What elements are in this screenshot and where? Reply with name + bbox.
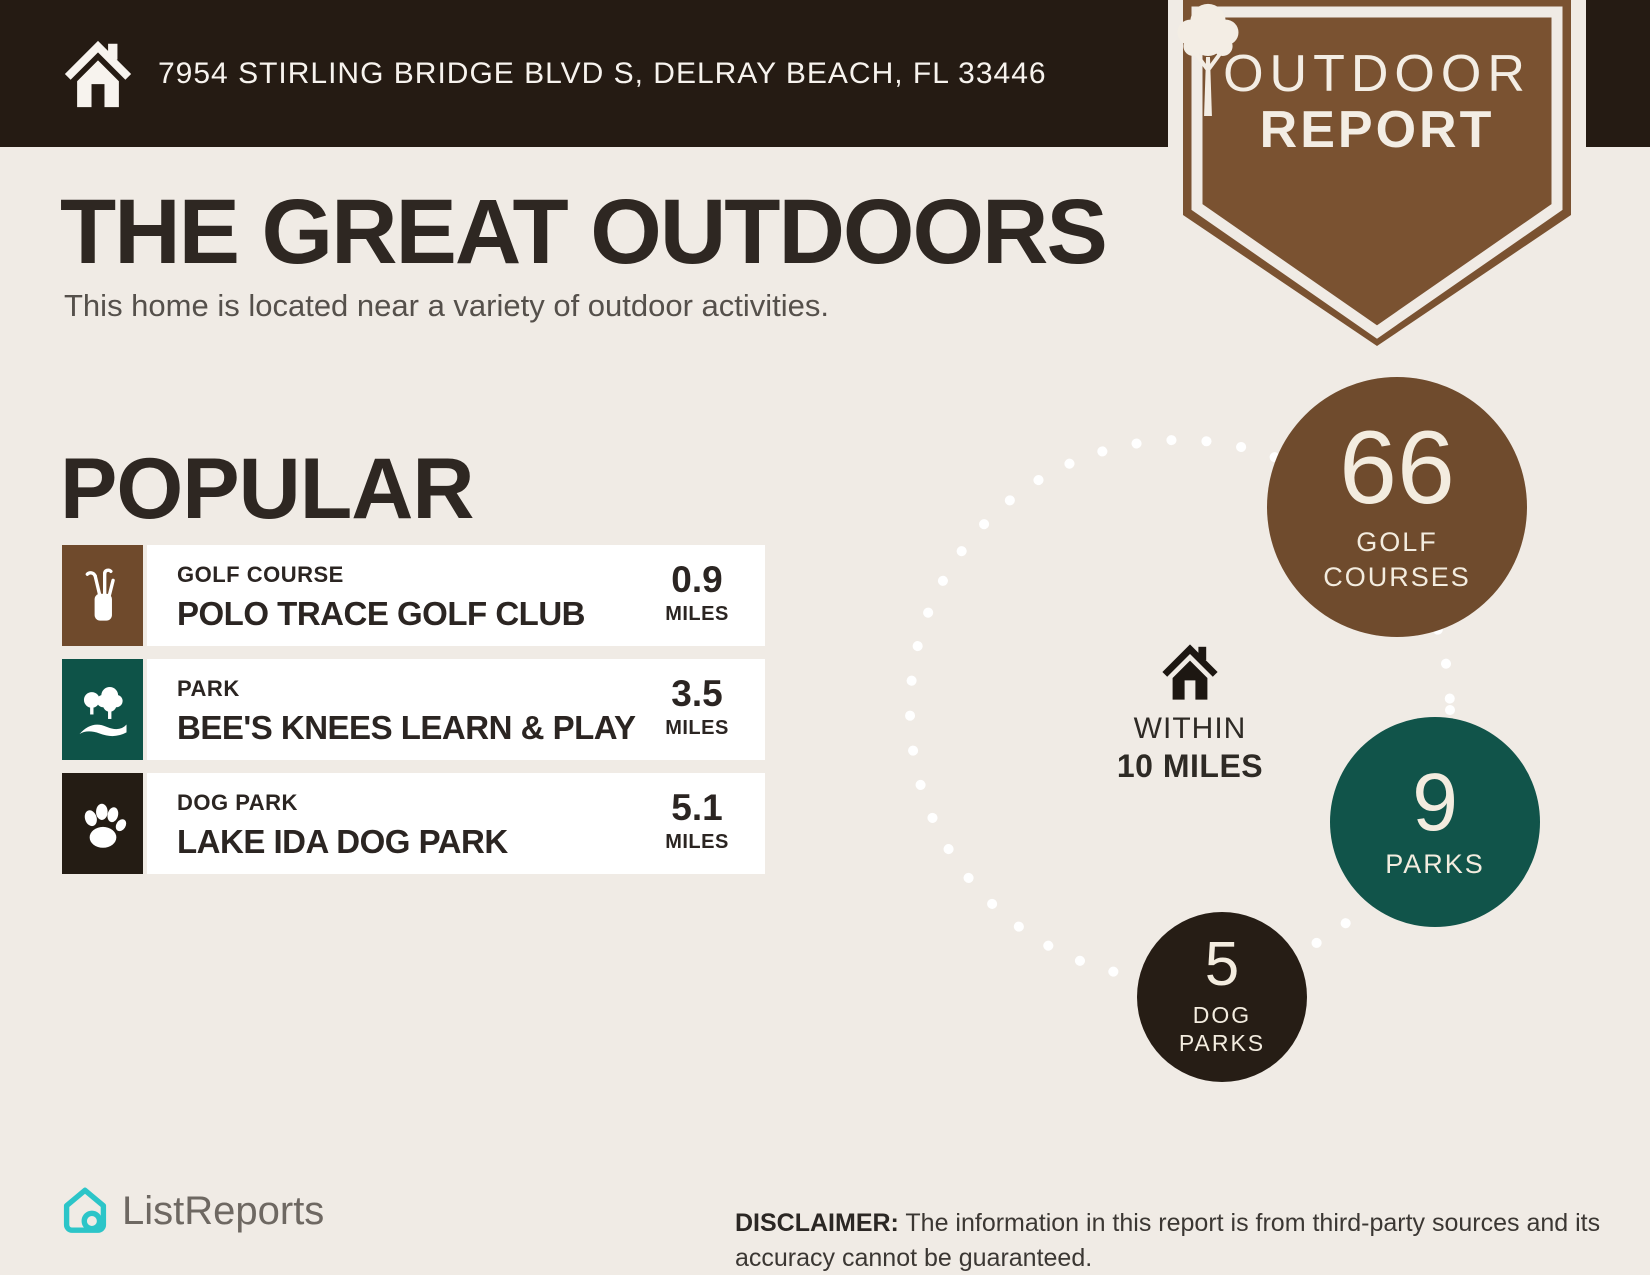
within-label: WITHIN xyxy=(1133,712,1247,745)
disclaimer-label: DISCLAIMER: xyxy=(735,1209,899,1237)
poi-card: GOLF COURSE POLO TRACE GOLF CLUB 0.9 MIL… xyxy=(147,545,765,646)
paw-icon xyxy=(84,803,126,848)
poi-card: DOG PARK LAKE IDA DOG PARK 5.1 MILES xyxy=(147,773,765,874)
poi-distance-unit: MILES xyxy=(665,717,729,739)
poi-distance-unit: MILES xyxy=(665,603,729,625)
listreports-logo: ListReports xyxy=(62,1186,324,1236)
golf-category-tile xyxy=(62,545,143,646)
golf-courses-stat-circle: 66 GOLF COURSES xyxy=(1267,377,1527,637)
poi-distance-value: 5.1 xyxy=(671,787,723,828)
miles-label: 10 MILES xyxy=(1116,748,1264,784)
poi-distance-value: 3.5 xyxy=(671,673,723,714)
poi-row-park: PARK BEE'S KNEES LEARN & PLAY 3.5 MILES xyxy=(62,659,765,760)
poi-name: POLO TRACE GOLF CLUB xyxy=(177,595,585,632)
badge-ribbon-shape xyxy=(1168,0,1586,364)
page-subtitle: This home is located near a variety of o… xyxy=(64,288,830,323)
golf-courses-label: GOLF COURSES xyxy=(1323,527,1471,593)
listreports-house-icon xyxy=(63,1187,107,1233)
parks-stat-circle: 9 PARKS xyxy=(1330,717,1540,927)
park-category-tile xyxy=(62,659,143,760)
poi-distance: 3.5 MILES xyxy=(649,675,745,740)
parks-count: 9 xyxy=(1412,756,1458,848)
badge-title-line2: REPORT xyxy=(1259,101,1495,159)
parks-label: PARKS xyxy=(1385,848,1485,879)
poi-card: PARK BEE'S KNEES LEARN & PLAY 3.5 MILES xyxy=(147,659,765,760)
poi-name: LAKE IDA DOG PARK xyxy=(177,823,508,860)
dog-park-category-tile xyxy=(62,773,143,874)
poi-distance-unit: MILES xyxy=(665,831,729,853)
tree-icon xyxy=(1177,3,1239,117)
poi-row-dog-park: DOG PARK LAKE IDA DOG PARK 5.1 MILES xyxy=(62,773,765,874)
dog-parks-label: DOG PARKS xyxy=(1178,1001,1266,1057)
poi-category: DOG PARK xyxy=(177,790,298,815)
poi-category: PARK xyxy=(177,676,240,701)
disclaimer-text: DISCLAIMER: The information in this repo… xyxy=(735,1209,1601,1272)
golf-bag-icon xyxy=(85,568,115,621)
golf-courses-count: 66 xyxy=(1339,409,1455,526)
poi-row-golf-course: GOLF COURSE POLO TRACE GOLF CLUB 0.9 MIL… xyxy=(62,545,765,646)
poi-distance: 5.1 MILES xyxy=(649,789,745,854)
badge-title-line1: OUTDOOR xyxy=(1223,45,1531,103)
park-trees-icon xyxy=(78,686,127,736)
poi-distance-value: 0.9 xyxy=(671,559,723,600)
dog-parks-count: 5 xyxy=(1204,929,1240,999)
subject-home-icon xyxy=(1162,644,1218,700)
page-title: THE GREAT OUTDOORS xyxy=(60,181,1108,283)
poi-distance: 0.9 MILES xyxy=(649,561,745,626)
brand-name: ListReports xyxy=(122,1188,325,1233)
poi-name: BEE'S KNEES LEARN & PLAY xyxy=(177,709,636,746)
home-icon xyxy=(64,40,132,108)
popular-heading: POPULAR xyxy=(60,441,474,537)
poi-category: GOLF COURSE xyxy=(177,562,344,587)
outdoor-report-badge: OUTDOOR REPORT xyxy=(1168,0,1586,364)
dog-parks-stat-circle: 5 DOG PARKS xyxy=(1137,912,1307,1082)
property-address: 7954 STIRLING BRIDGE BLVD S, DELRAY BEAC… xyxy=(158,56,1047,90)
